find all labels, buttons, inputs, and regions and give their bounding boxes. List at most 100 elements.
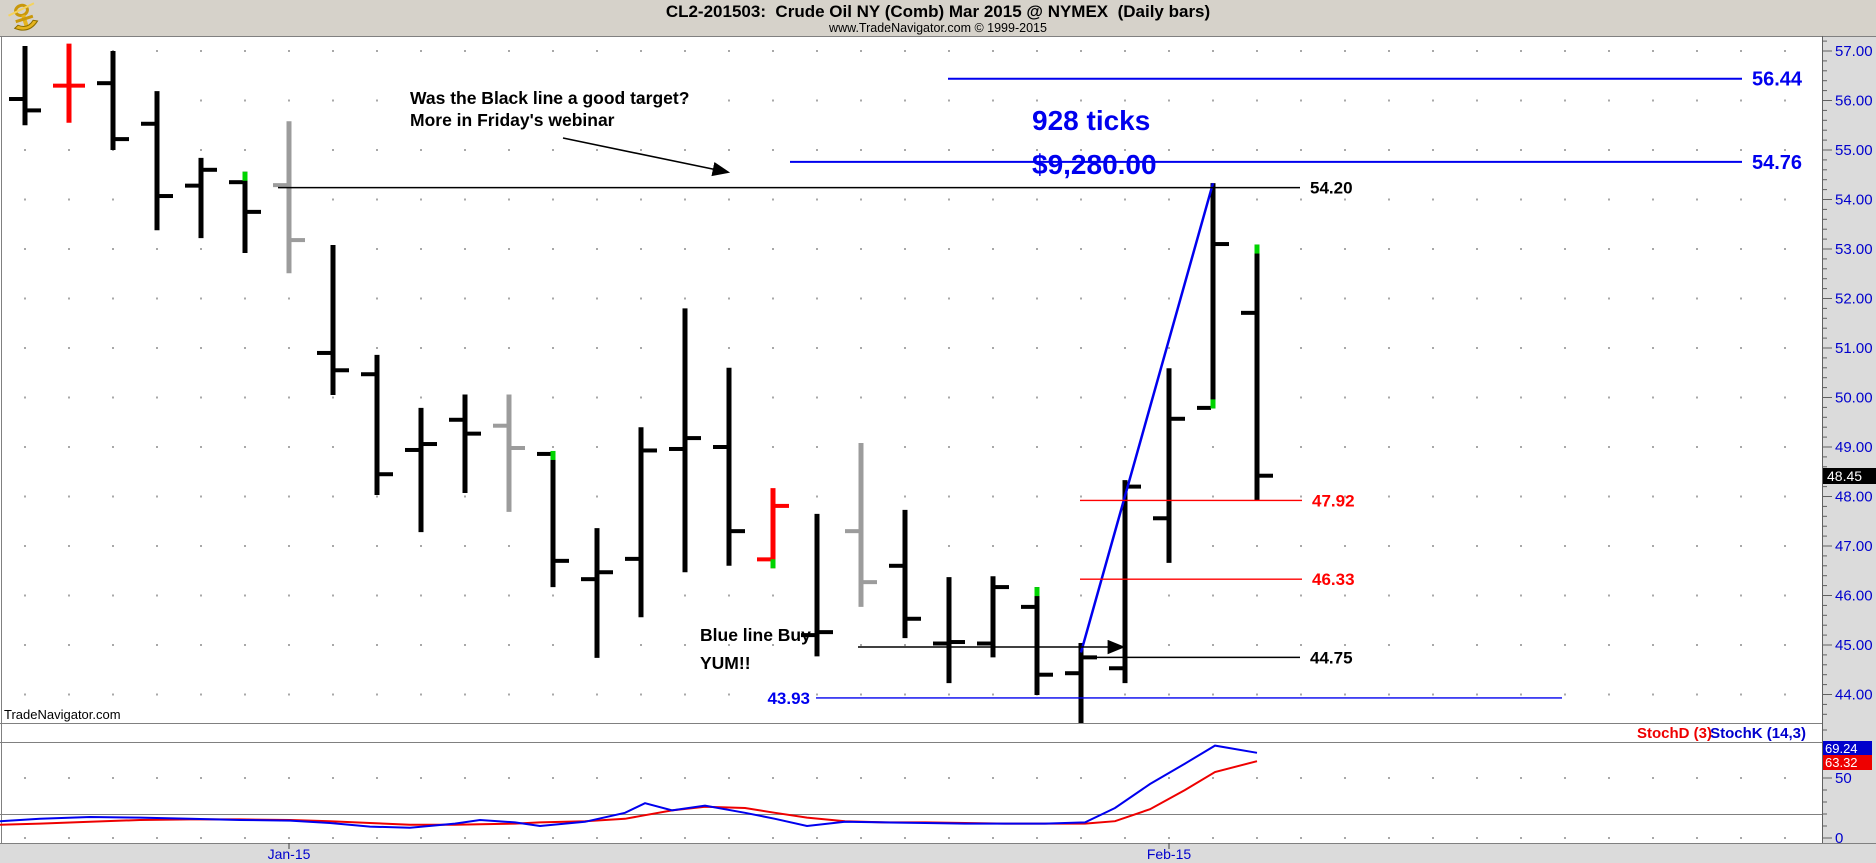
grid-dot <box>1124 446 1126 448</box>
grid-dot <box>1036 50 1038 52</box>
grid-dot <box>332 149 334 151</box>
grid-dot <box>1784 396 1786 399</box>
grid-dot <box>24 446 26 448</box>
ohlc-bar <box>977 576 1009 658</box>
grid-dot <box>68 837 70 839</box>
grid-dot <box>288 837 290 839</box>
grid-dot <box>376 297 378 300</box>
grid-dot <box>1740 777 1742 779</box>
grid-dot <box>68 594 70 597</box>
grid-dot <box>816 149 818 151</box>
grid-dot <box>1168 837 1170 839</box>
grid-dot <box>200 495 202 498</box>
price-axis-label: 48.00 <box>1835 489 1873 506</box>
grid-dot <box>552 777 554 779</box>
grid-dot <box>1080 495 1082 498</box>
grid-dot <box>332 594 334 597</box>
grid-dot <box>288 347 290 349</box>
grid-dot <box>68 198 70 201</box>
grid-dot <box>420 248 422 250</box>
trade-navigator-logo-icon[interactable] <box>2 1 46 35</box>
grid-dot <box>684 50 686 52</box>
grid-dot <box>1520 198 1522 201</box>
grid-dot <box>1696 198 1698 201</box>
date-axis-label: Jan-15 <box>268 846 311 862</box>
stoch-axis-label: 50 <box>1835 770 1852 787</box>
grid-dot <box>1740 99 1742 102</box>
grid-dot <box>1344 149 1346 151</box>
grid-dot <box>1432 347 1434 349</box>
grid-dot <box>68 446 70 448</box>
grid-dot <box>1168 594 1170 597</box>
grid-dot <box>816 297 818 300</box>
grid-dot <box>156 50 158 52</box>
grid-dot <box>1300 693 1302 696</box>
grid-dot <box>244 99 246 102</box>
grid-dot <box>200 347 202 349</box>
ohlc-bar <box>537 450 569 588</box>
grid-dot <box>464 777 466 779</box>
grid-dot <box>1036 347 1038 349</box>
grid-dot <box>552 198 554 201</box>
grid-dot <box>288 777 290 779</box>
grid-dot <box>992 446 994 448</box>
grid-dot <box>640 396 642 399</box>
grid-dot <box>1388 446 1390 448</box>
grid-dot <box>1432 297 1434 300</box>
grid-dot <box>1036 248 1038 250</box>
grid-dot <box>420 594 422 597</box>
grid-dot <box>68 347 70 349</box>
grid-dot <box>596 198 598 201</box>
grid-dot <box>376 594 378 597</box>
grid-dot <box>1476 248 1478 250</box>
grid-dot <box>1080 198 1082 201</box>
grid-dot <box>1564 50 1566 52</box>
ohlc-bar <box>9 46 41 126</box>
chart-subtitle: www.TradeNavigator.com © 1999-2015 <box>829 21 1047 35</box>
grid-dot <box>1740 594 1742 597</box>
grid-dot <box>1256 777 1258 779</box>
grid-dot <box>1608 693 1610 696</box>
grid-dot <box>156 693 158 696</box>
level-label-46.33: 46.33 <box>1312 570 1355 589</box>
grid-dot <box>1344 248 1346 250</box>
grid-dot <box>1696 837 1698 839</box>
stoch-axis-label: 0 <box>1835 830 1843 847</box>
webinar-arrow <box>562 137 731 177</box>
grid-dot <box>1256 50 1258 52</box>
grid-dot <box>816 495 818 498</box>
grid-dot <box>1344 347 1346 349</box>
grid-dot <box>596 446 598 448</box>
grid-dot <box>1564 837 1566 839</box>
grid-dot <box>112 198 114 201</box>
grid-dot <box>1608 644 1610 646</box>
ohlc-bar <box>625 427 657 618</box>
grid-dot <box>1564 446 1566 448</box>
grid-dot <box>420 297 422 300</box>
grid-dot <box>68 297 70 300</box>
grid-dot <box>772 149 774 151</box>
grid-dot <box>1168 777 1170 779</box>
grid-dot <box>596 99 598 102</box>
grid-dot <box>464 693 466 696</box>
grid-dot <box>948 777 950 779</box>
grid-dot <box>640 248 642 250</box>
grid-dot <box>1168 347 1170 349</box>
grid-dot <box>1520 149 1522 151</box>
grid-dot <box>860 644 862 646</box>
signal-green-mark <box>242 171 248 181</box>
grid-dot <box>1696 777 1698 779</box>
grid-dot <box>1388 198 1390 201</box>
grid-dot <box>332 198 334 201</box>
grid-dot <box>1564 198 1566 201</box>
grid-dot <box>728 198 730 201</box>
grid-dot <box>992 693 994 696</box>
grid-dot <box>948 297 950 300</box>
grid-dot <box>1300 50 1302 52</box>
ohlc-bar <box>1065 643 1097 723</box>
price-axis-label: 57.00 <box>1835 43 1873 60</box>
grid-dot <box>728 149 730 151</box>
grid-dot <box>420 50 422 52</box>
grid-dot <box>112 545 114 547</box>
